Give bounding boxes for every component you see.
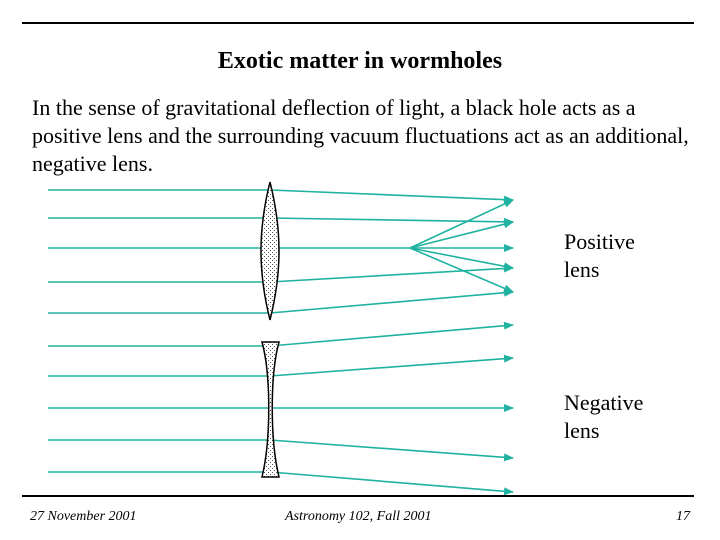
negative-lens-label: Negative lens [564,390,644,443]
crossed-ray [409,247,514,271]
crossed-ray [409,220,514,249]
top-rule [22,22,694,24]
diverging-ray [269,439,514,462]
footer-course: Astronomy 102, Fall 2001 [285,509,432,524]
negative-lens-outgoing-rays [269,321,514,496]
slide-body-text: In the sense of gravitational deflection… [32,95,689,176]
crossed-ray [409,247,514,293]
positive-lens-outgoing-rays [269,189,514,314]
positive-lens-crossing-rays [409,199,514,293]
converging-ray [269,264,514,283]
diverging-ray [269,471,514,496]
footer-page-number: 17 [676,509,690,524]
bottom-rule [22,495,694,497]
converging-ray [269,189,514,204]
positive-lens-label: Positive lens [564,229,635,282]
diverging-ray [269,321,514,347]
negative-lens [261,341,280,478]
slide-title: Exotic matter in wormholes [217,48,503,74]
positive-lens [260,181,280,321]
incoming-rays [48,189,270,473]
footer-date: 27 November 2001 [30,509,137,524]
converging-ray [269,217,514,226]
diverging-ray [269,354,514,377]
converging-ray [269,288,514,314]
crossed-ray [409,199,514,249]
